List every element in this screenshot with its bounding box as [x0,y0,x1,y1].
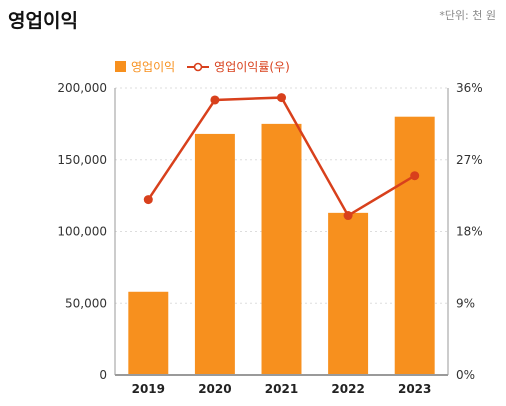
chart-title: 영업이익 [8,10,78,32]
line-point-2019 [143,195,153,205]
bar-2023 [394,116,435,375]
y-right-tick-label: 36% [456,81,483,95]
unit-note: *단위: 천 원 [439,9,496,22]
y-right-tick-label: 0% [456,368,475,382]
y-left-tick-label: 0 [99,368,107,382]
y-right-tick-label: 27% [456,153,483,167]
y-right-tick-label: 18% [456,225,483,239]
bar-2019 [128,291,169,375]
x-tick-label: 2023 [398,382,431,396]
bar-2022 [328,212,369,375]
legend-item-line: 영업이익률(우) [187,58,290,75]
line-point-2023 [410,171,420,181]
chart-legend: 영업이익 영업이익률(우) [115,58,290,75]
bar-2020 [194,133,235,375]
y-left-tick-label: 200,000 [57,81,107,95]
legend-line-swatch [187,62,210,71]
x-tick-label: 2019 [132,382,165,396]
y-left-tick-label: 100,000 [57,225,107,239]
legend-bar-swatch [115,61,126,72]
line-point-2021 [277,93,286,103]
bar-2021 [261,123,302,375]
x-tick-label: 2022 [331,382,364,396]
y-left-tick-label: 150,000 [57,153,107,167]
x-tick-label: 2021 [265,382,298,396]
legend-line-label: 영업이익률(우) [214,60,290,74]
legend-item-bar: 영업이익 [115,58,175,75]
x-tick-label: 2020 [198,382,231,396]
legend-bar-label: 영업이익 [131,60,176,74]
line-point-2020 [210,95,220,105]
y-right-tick-label: 9% [456,296,475,310]
y-left-tick-label: 50,000 [65,296,107,310]
line-point-2022 [343,211,353,221]
